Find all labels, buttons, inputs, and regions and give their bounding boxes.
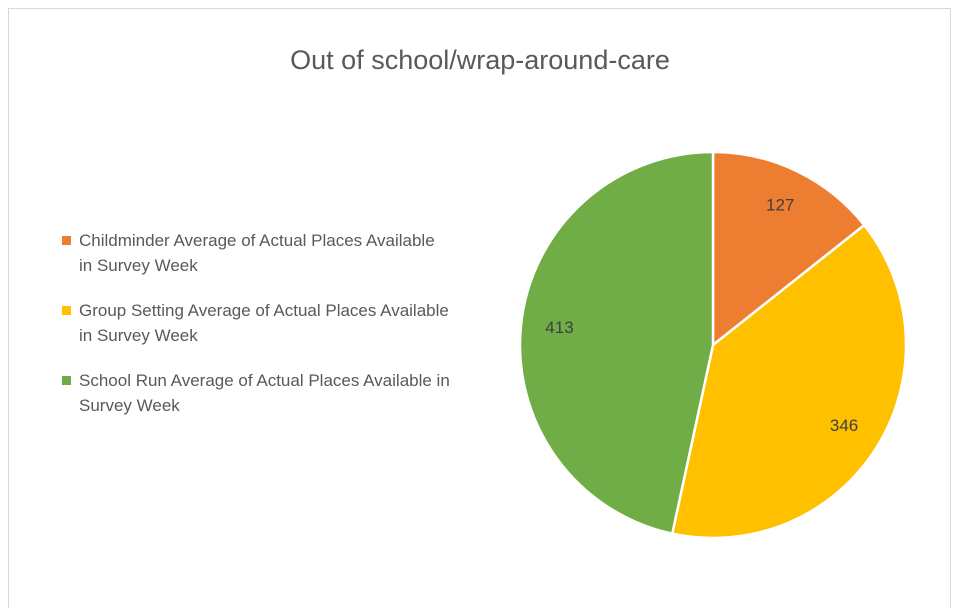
data-label: 346 (830, 416, 858, 435)
chart-frame (8, 8, 951, 608)
legend: Childminder Average of Actual Places Ava… (62, 228, 462, 438)
data-label: 127 (766, 195, 794, 214)
legend-swatch (62, 306, 71, 315)
chart-title: Out of school/wrap-around-care (290, 45, 670, 75)
legend-item: Childminder Average of Actual Places Ava… (62, 228, 451, 278)
legend-label: School Run Average of Actual Places Avai… (79, 371, 450, 415)
legend-swatch (62, 236, 71, 245)
data-label: 413 (545, 318, 573, 337)
legend-label: Childminder Average of Actual Places Ava… (79, 231, 435, 275)
pie-slice (711, 150, 867, 348)
legend-swatch (62, 376, 71, 385)
legend-label: Group Setting Average of Actual Places A… (79, 301, 449, 345)
legend-item: School Run Average of Actual Places Avai… (62, 368, 451, 418)
pie-slice (518, 150, 715, 536)
pie-slice (670, 223, 908, 540)
legend-item: Group Setting Average of Actual Places A… (62, 298, 451, 348)
